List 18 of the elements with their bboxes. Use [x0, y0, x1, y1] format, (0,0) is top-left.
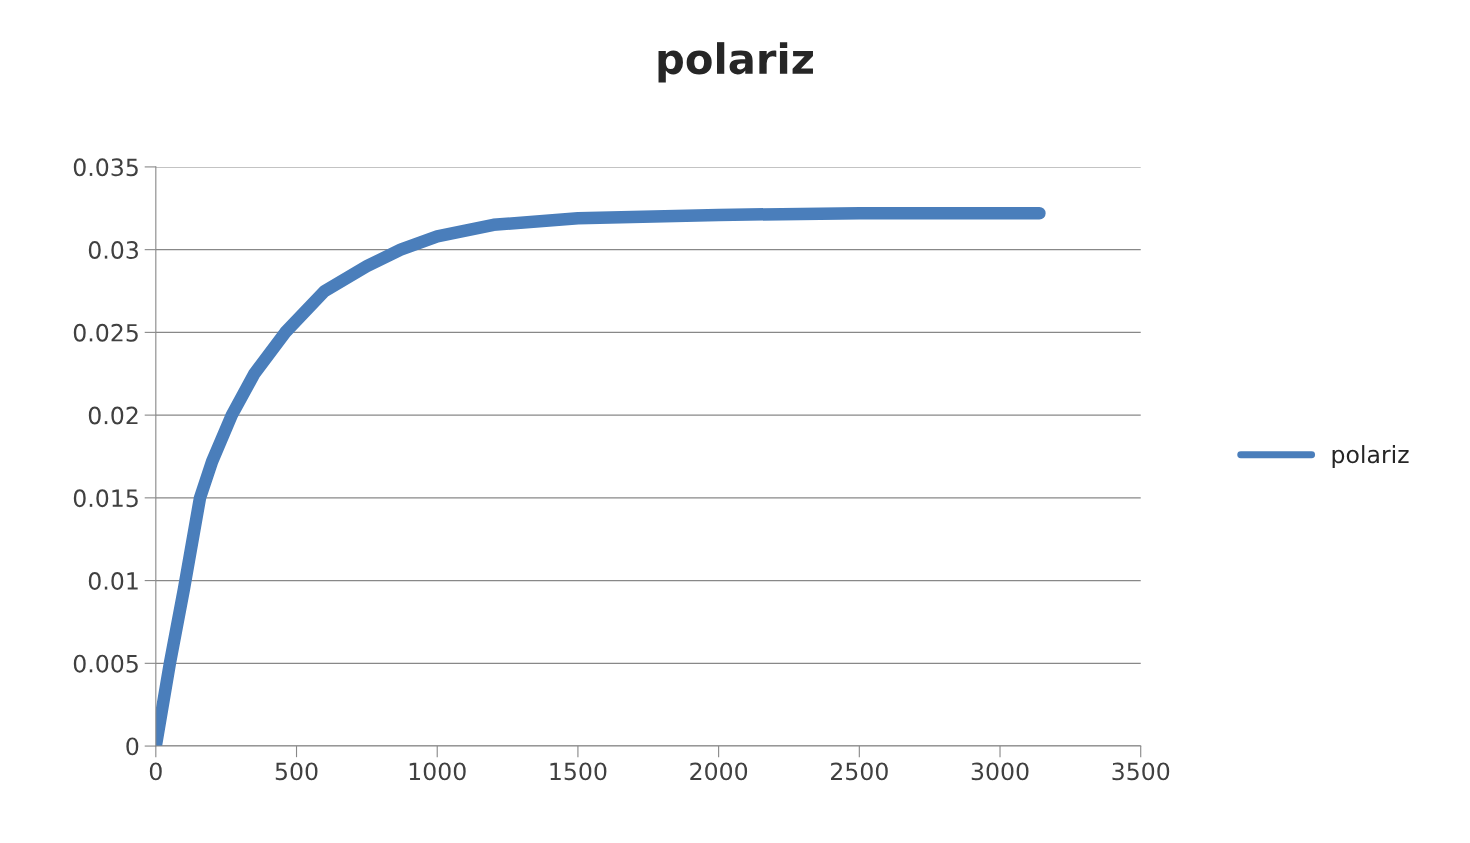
y-tick-label: 0.025 — [73, 323, 138, 342]
x-tick-label: 1500 — [550, 762, 607, 781]
y-tick-label: 0 — [126, 737, 139, 756]
x-tick-label: 1000 — [409, 762, 466, 781]
x-tick-label: 2500 — [831, 762, 888, 781]
y-tick-label: 0.03 — [88, 241, 138, 259]
x-tick-label: 2000 — [690, 762, 748, 781]
y-tick-label: 0.015 — [73, 489, 138, 508]
y-tick-label: 0.01 — [88, 572, 138, 590]
x-tick-label: 3000 — [971, 762, 1029, 781]
y-tick-label: 0.035 — [73, 158, 138, 177]
legend-label: polariz — [1332, 445, 1409, 468]
x-tick-label: 0 — [149, 762, 162, 781]
y-tick-label: 0.02 — [88, 406, 138, 425]
x-tick-label: 3500 — [1112, 762, 1170, 781]
x-tick-label: 500 — [275, 762, 318, 781]
chart-title: polariz — [658, 42, 813, 83]
y-tick-label: 0.005 — [73, 654, 138, 673]
